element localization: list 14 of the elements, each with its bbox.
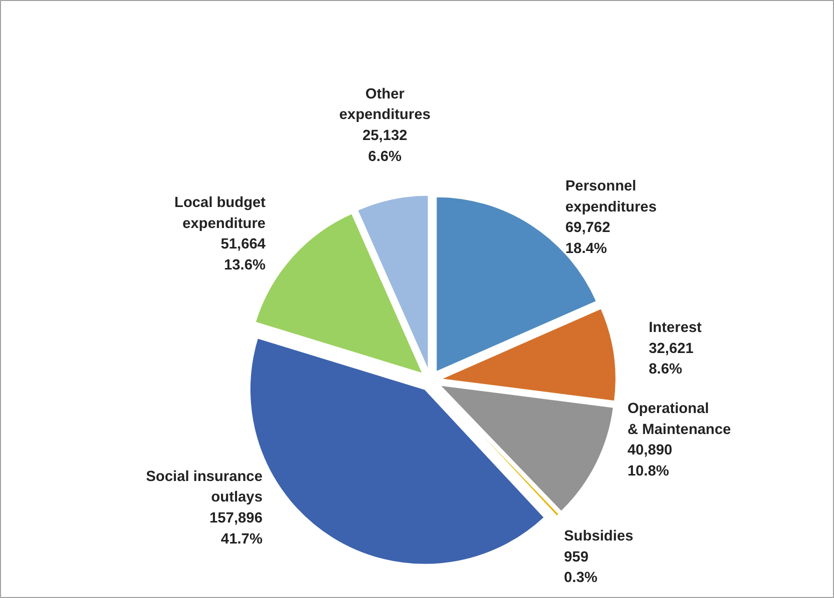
data-label: 959 0.3% bbox=[564, 549, 598, 586]
slice-label: Operational & Maintenance bbox=[628, 401, 731, 438]
slice-label: Local budget expenditure bbox=[174, 194, 266, 232]
slice-label: Subsidies bbox=[564, 528, 634, 545]
slice-label: Social insurance outlays bbox=[146, 468, 262, 506]
data-label: 69,762 18.4% bbox=[565, 220, 610, 258]
data-label: 32,621 8.6% bbox=[648, 340, 694, 378]
data-label: 51,664 13.6% bbox=[220, 236, 266, 274]
data-label: 25,132 6.6% bbox=[362, 128, 408, 165]
data-label: 40,890 10.8% bbox=[628, 442, 672, 480]
slice-label: Interest bbox=[648, 320, 702, 336]
slice-label: Other expenditures bbox=[339, 86, 431, 124]
slice-label: Personnel expenditures bbox=[565, 178, 657, 216]
data-label: 157,896 41.7% bbox=[210, 510, 262, 548]
